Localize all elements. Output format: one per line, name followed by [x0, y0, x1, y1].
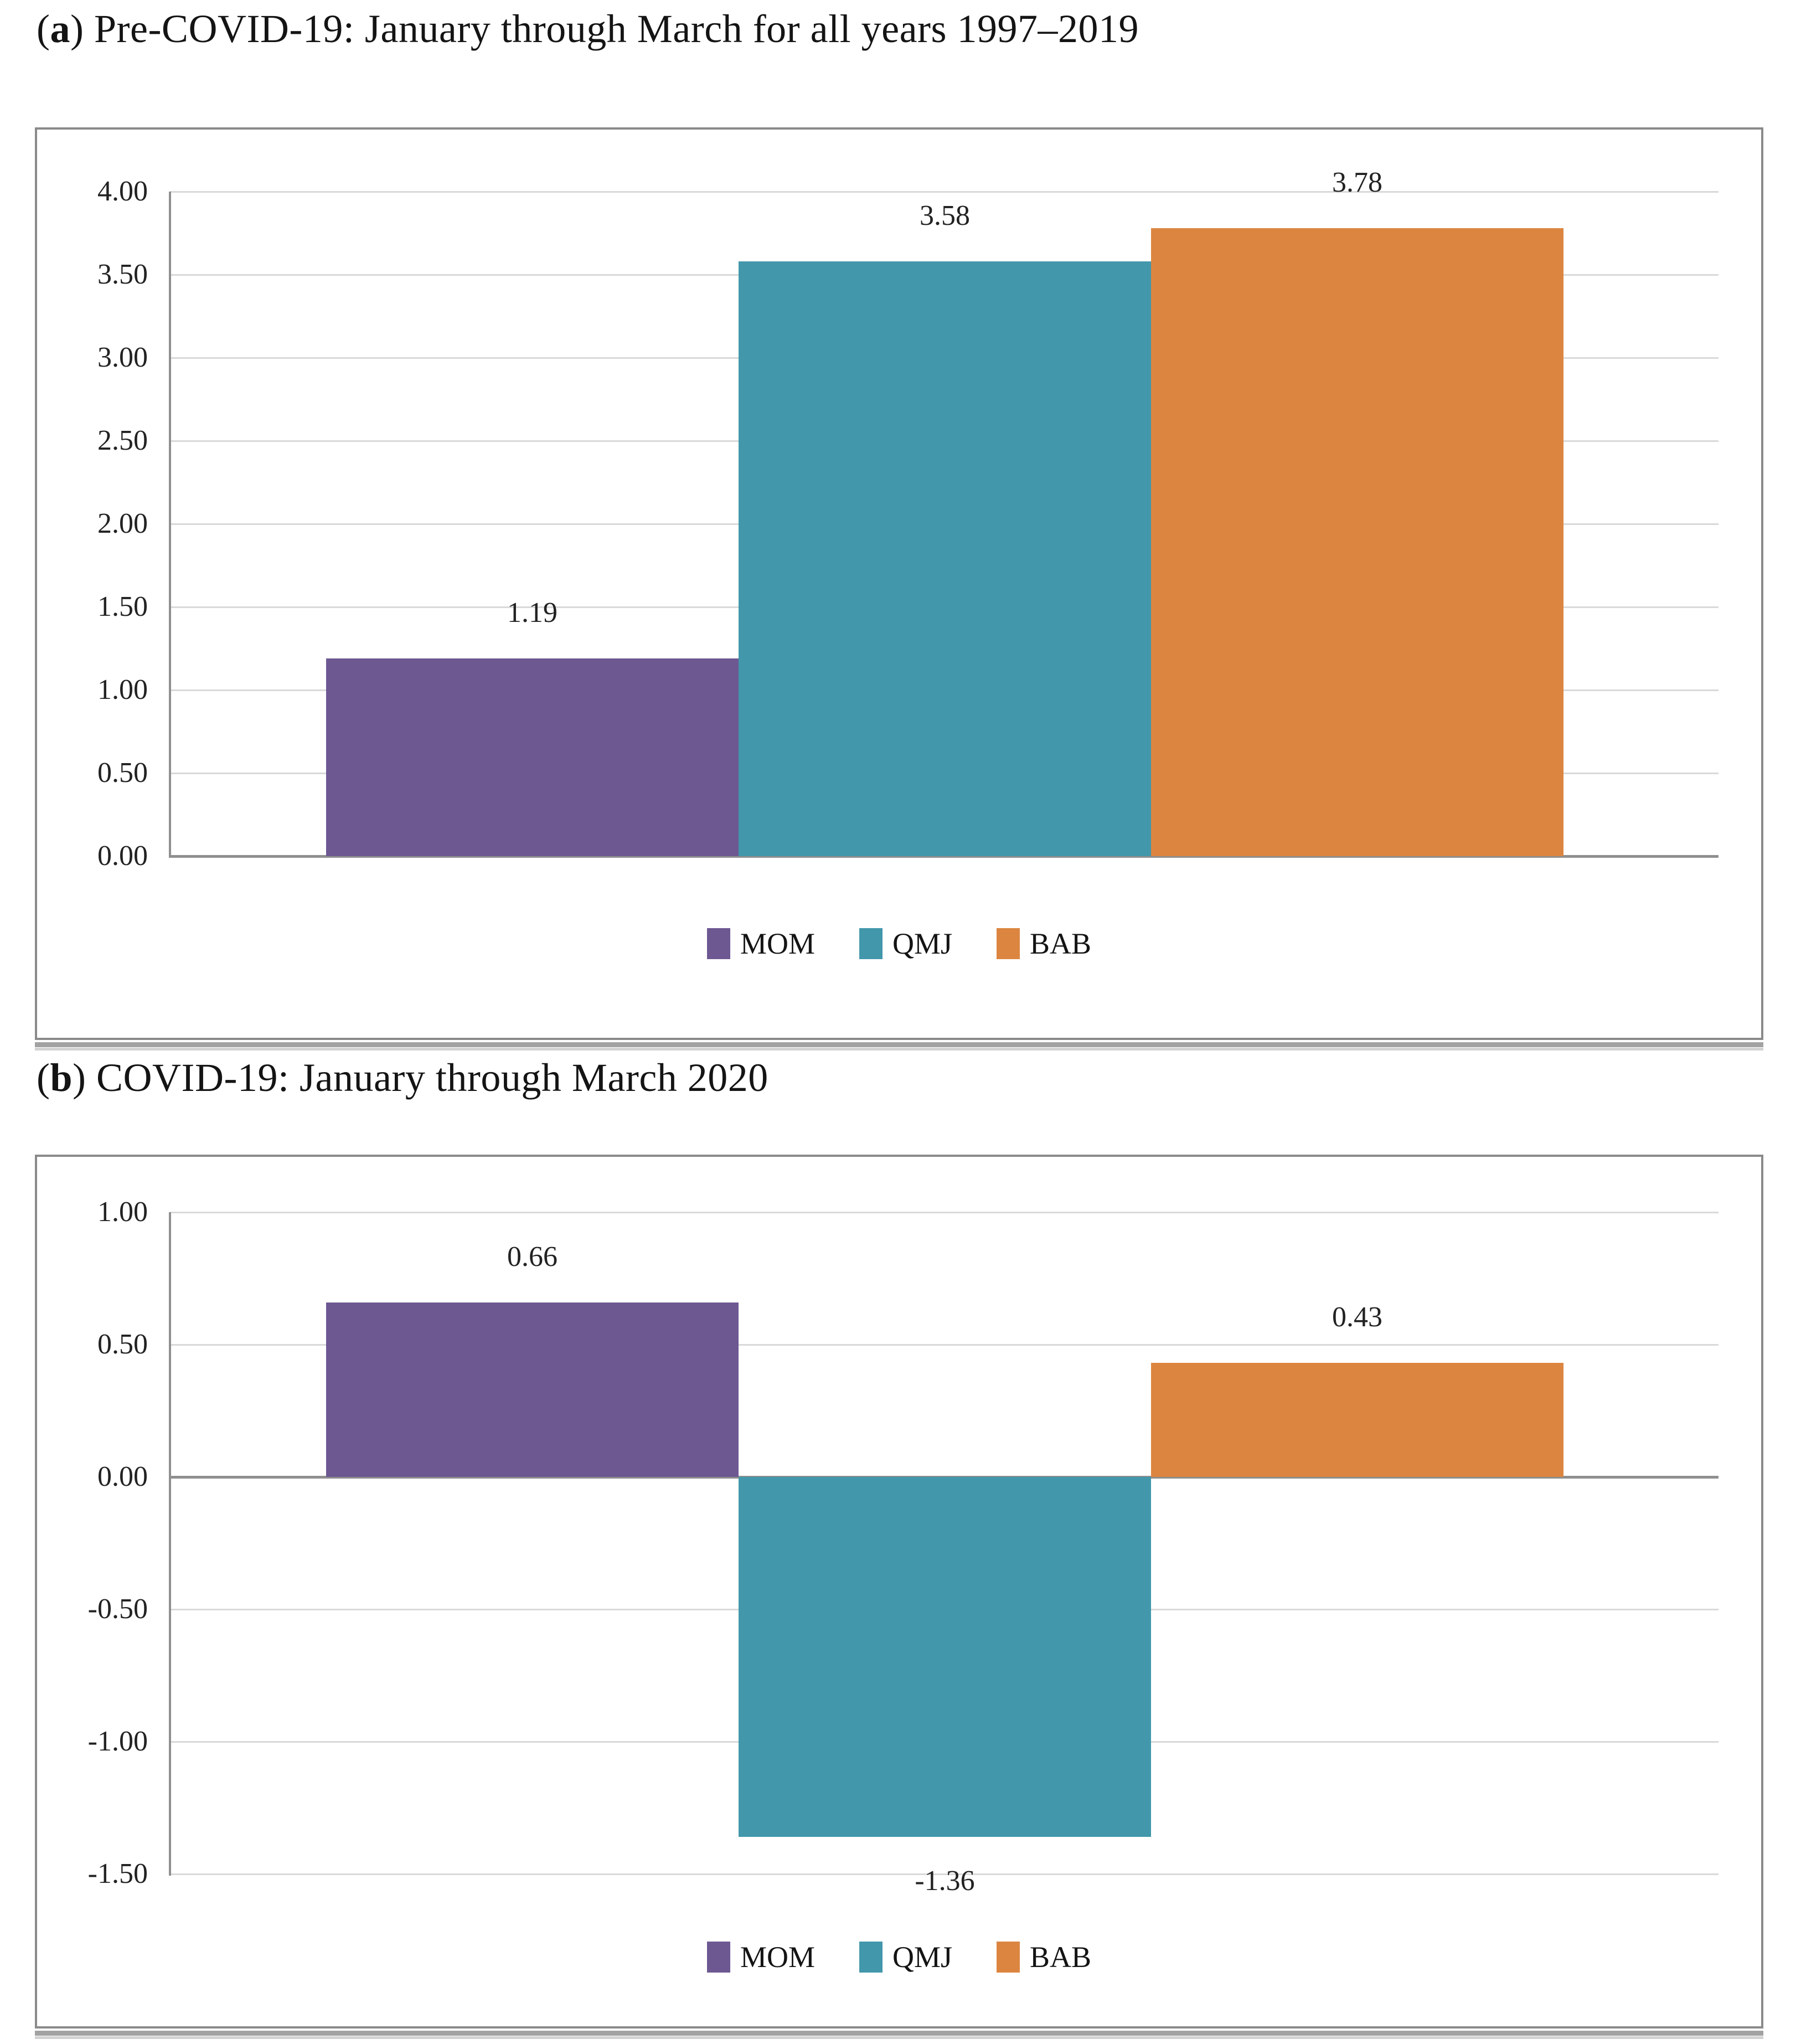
bar-qmj-a — [739, 261, 1151, 856]
chart-a-frame: 4.00 3.50 3.00 2.50 2.00 1.50 1.00 0.50 0.00 1.19… — [35, 127, 1763, 1051]
legend-marker-bab — [997, 1942, 1020, 1973]
bar-mom-b — [326, 1302, 739, 1477]
gridline — [170, 1344, 1719, 1346]
legend-label-qmj: QMJ — [892, 927, 952, 960]
y-tick-label: 1.00 — [97, 674, 148, 706]
y-tick-label: 0.50 — [97, 757, 148, 789]
bar-mom-a — [326, 658, 739, 856]
y-tick-label: 1.50 — [97, 591, 148, 622]
legend-marker-qmj — [859, 928, 883, 959]
legend-item-bab: BAB — [997, 1940, 1091, 1974]
bar-qmj-b — [739, 1477, 1151, 1837]
y-axis-line — [169, 192, 171, 858]
bar-value-label: 3.58 — [920, 200, 970, 231]
panel-a-title: (a) Pre-COVID-19: January through March … — [37, 4, 1139, 53]
bar-bab-b — [1151, 1363, 1563, 1477]
y-axis-line — [169, 1212, 171, 1876]
legend-label-mom: MOM — [740, 1940, 815, 1974]
panel-a-label-letter: a — [50, 7, 70, 51]
panel-b-title: (b) COVID-19: January through March 2020 — [37, 1053, 768, 1102]
bar-bab-a — [1151, 228, 1563, 856]
y-tick-label: 2.50 — [97, 425, 148, 456]
chart-b-frame-shadow-light — [35, 2036, 1763, 2039]
y-tick-label: 0.50 — [97, 1329, 148, 1360]
legend-b: MOM QMJ BAB — [37, 1935, 1761, 1979]
bar-value-label: 1.19 — [507, 597, 558, 629]
panel-b-title-text: COVID-19: January through March 2020 — [96, 1056, 768, 1100]
panel-b-label-close: ) — [73, 1056, 97, 1100]
y-tick-label: -0.50 — [87, 1593, 148, 1625]
y-tick-label: -1.50 — [87, 1858, 148, 1889]
gridline — [170, 191, 1719, 193]
bar-value-label: -1.36 — [915, 1865, 975, 1897]
legend-item-qmj: QMJ — [859, 926, 952, 961]
legend-label-qmj: QMJ — [892, 1940, 952, 1974]
legend-item-mom: MOM — [706, 926, 815, 961]
legend-marker-mom — [706, 928, 730, 959]
chart-b-frame-shadow — [35, 2031, 1763, 2036]
y-tick-label: 4.00 — [97, 176, 148, 207]
legend-a: MOM QMJ BAB — [37, 921, 1761, 966]
gridline — [170, 1212, 1719, 1213]
legend-marker-bab — [997, 928, 1020, 959]
legend-label-bab: BAB — [1030, 927, 1092, 960]
y-tick-label: 0.00 — [97, 1461, 148, 1492]
gridline — [170, 1873, 1719, 1875]
panel-a-title-text: Pre-COVID-19: January through March for … — [94, 7, 1139, 51]
zero-axis-line — [170, 855, 1719, 858]
legend-item-qmj: QMJ — [859, 1940, 952, 1974]
chart-a-frame-shadow-light — [35, 1048, 1763, 1051]
chart-a-frame-shadow — [35, 1042, 1763, 1047]
legend-marker-mom — [706, 1942, 730, 1973]
panel-a-label-open: ( — [37, 7, 50, 51]
legend-label-bab: BAB — [1030, 1940, 1092, 1974]
legend-item-mom: MOM — [706, 1940, 815, 1974]
panel-b-label-open: ( — [37, 1056, 50, 1100]
y-tick-label: 3.50 — [97, 259, 148, 290]
legend-marker-qmj — [859, 1942, 883, 1973]
panel-a-label-close: ) — [70, 7, 94, 51]
bar-value-label: 3.78 — [1332, 167, 1382, 198]
legend-item-bab: BAB — [997, 926, 1091, 961]
panel-b-label-letter: b — [50, 1056, 73, 1100]
chart-b-frame: 1.00 0.50 0.00 -0.50 -1.00 -1.50 0.66 -1.36 0.43… — [35, 1155, 1763, 2039]
legend-label-mom: MOM — [740, 927, 815, 960]
y-tick-label: 3.00 — [97, 342, 148, 373]
bar-value-label: 0.66 — [507, 1240, 558, 1273]
y-tick-label: 0.00 — [97, 840, 148, 872]
bar-value-label: 0.43 — [1332, 1301, 1382, 1334]
y-tick-label: -1.00 — [87, 1726, 148, 1757]
y-tick-label: 1.00 — [97, 1196, 148, 1228]
y-tick-label: 2.00 — [97, 508, 148, 539]
